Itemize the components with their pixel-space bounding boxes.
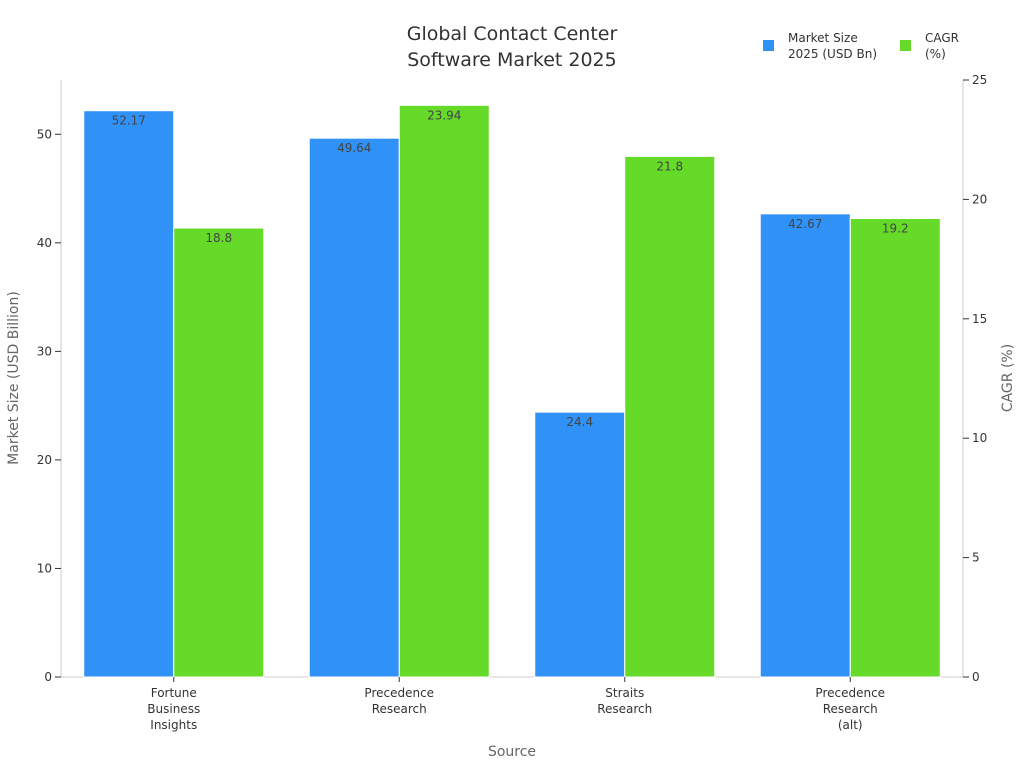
- y-tick-label: 50: [37, 127, 52, 141]
- x-tick-label: Precedence: [815, 686, 885, 700]
- data-label: 18.8: [205, 231, 232, 245]
- bar-market-size: [83, 110, 175, 678]
- legend-swatch-market-size: [763, 40, 774, 51]
- data-label: 42.67: [788, 217, 822, 231]
- legend: Market Size 2025 (USD Bn) CAGR (%): [763, 31, 959, 61]
- y2-tick-label: 5: [972, 551, 980, 565]
- bar-market-size: [534, 411, 626, 678]
- data-label: 49.64: [337, 141, 371, 155]
- legend-label-cagr-line-1: CAGR: [925, 31, 959, 45]
- data-label: 52.17: [112, 114, 146, 128]
- x-tick-label: Research: [823, 702, 878, 716]
- bar-cagr: [624, 155, 716, 678]
- legend-swatch-cagr: [900, 40, 911, 51]
- x-tick-label: Precedence: [364, 686, 434, 700]
- y-tick-label: 40: [37, 236, 52, 250]
- y2-tick-label: 10: [972, 431, 987, 445]
- legend-label-market-size-line-1: Market Size: [788, 31, 858, 45]
- y-tick-label: 0: [44, 670, 52, 684]
- bar-cagr: [849, 218, 941, 678]
- data-label: 19.2: [882, 222, 909, 236]
- chart-title-line-2: Software Market 2025: [407, 49, 617, 71]
- x-axis-title: Source: [488, 744, 536, 760]
- x-tick-label: Business: [147, 702, 200, 716]
- y2-tick-label: 0: [972, 670, 980, 684]
- data-label: 24.4: [566, 415, 593, 429]
- y2-tick-label: 15: [972, 312, 987, 326]
- y2-tick-label: 25: [972, 73, 987, 87]
- x-tick-label: (alt): [838, 718, 863, 732]
- x-tick-label: Insights: [150, 718, 197, 732]
- legend-label-cagr-line-2: (%): [925, 47, 946, 61]
- legend-label-market-size-line-2: 2025 (USD Bn): [788, 47, 877, 61]
- chart-title-line-1: Global Contact Center: [407, 23, 618, 45]
- x-tick-label: Straits: [605, 686, 644, 700]
- y-tick-label: 20: [37, 453, 52, 467]
- x-tick-label: Research: [597, 702, 652, 716]
- data-label: 23.94: [427, 108, 461, 122]
- y-axis-title: Market Size (USD Billion): [6, 291, 22, 465]
- bar-cagr: [398, 104, 490, 678]
- plot-area: 0 10 20 30 40 50 0 5 10 15 20 25 52.17 18.8 Fortune Bus…: [37, 73, 988, 732]
- y2-tick-label: 20: [972, 192, 987, 206]
- bar-cagr: [173, 227, 265, 678]
- bar-market-size: [308, 137, 400, 678]
- x-tick-label: Fortune: [151, 686, 197, 700]
- y-tick-label: 30: [37, 344, 52, 358]
- y2-axis-title: CAGR (%): [1000, 344, 1016, 412]
- data-label: 21.8: [656, 159, 683, 173]
- x-tick-label: Research: [372, 702, 427, 716]
- y-tick-label: 10: [37, 561, 52, 575]
- bar-market-size: [759, 213, 851, 678]
